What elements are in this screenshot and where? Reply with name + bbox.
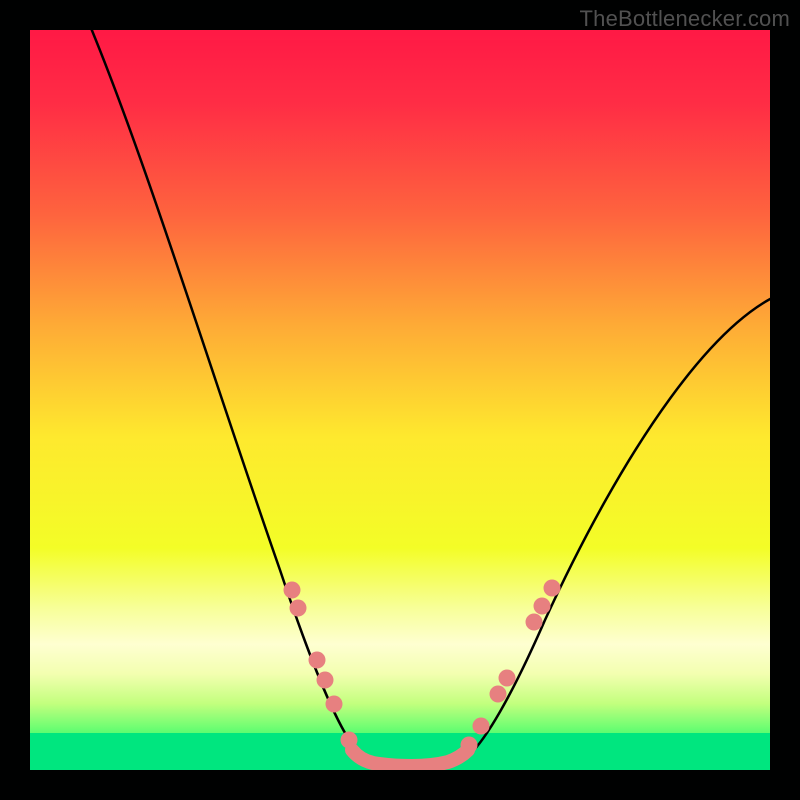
gradient-panel — [30, 30, 770, 770]
data-dot — [534, 598, 551, 615]
watermark-text: TheBottlenecker.com — [580, 6, 790, 32]
data-dot — [544, 580, 561, 597]
data-dot — [317, 672, 334, 689]
data-dot — [473, 718, 490, 735]
data-dot — [309, 652, 326, 669]
data-dot — [490, 686, 507, 703]
data-dot — [290, 600, 307, 617]
data-dot — [284, 582, 301, 599]
chart-svg — [0, 0, 800, 800]
data-dot — [341, 732, 358, 749]
data-dot — [326, 696, 343, 713]
data-dot — [461, 737, 478, 754]
chart-stage: TheBottlenecker.com — [0, 0, 800, 800]
data-dot — [499, 670, 516, 687]
data-dot — [526, 614, 543, 631]
